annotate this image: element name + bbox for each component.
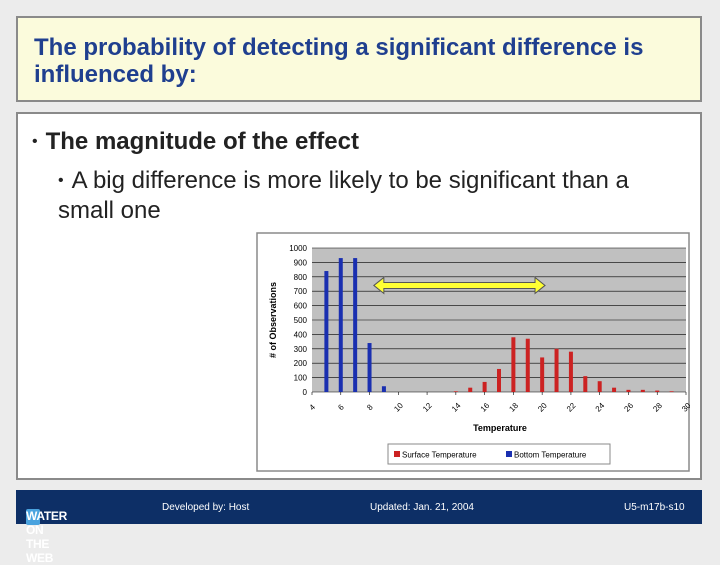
y-tick-label: 0 bbox=[303, 388, 308, 397]
x-axis-label: Temperature bbox=[473, 423, 527, 433]
bullet-marker: • bbox=[58, 172, 64, 189]
bar bbox=[482, 381, 487, 392]
bullet-level-1: • The magnitude of the effect bbox=[32, 128, 359, 156]
x-tick-label: 4 bbox=[308, 402, 318, 412]
bar bbox=[597, 381, 602, 392]
legend-swatch bbox=[394, 451, 400, 457]
bar bbox=[511, 337, 516, 392]
bar bbox=[655, 390, 660, 392]
legend-label: Surface Temperature bbox=[402, 451, 477, 460]
bullet-1-text: The magnitude of the effect bbox=[45, 128, 359, 155]
x-tick-label: 6 bbox=[336, 402, 346, 412]
y-axis-label: # of Observations bbox=[268, 282, 278, 358]
logo-text: WATER ON THE WEB bbox=[26, 509, 67, 565]
bar bbox=[612, 387, 617, 392]
y-tick-label: 600 bbox=[294, 302, 308, 311]
y-tick-label: 500 bbox=[294, 316, 308, 325]
bullet-marker: • bbox=[32, 133, 38, 150]
y-tick-label: 700 bbox=[294, 287, 308, 296]
legend-box bbox=[387, 443, 611, 465]
developed-by-text: Developed by: Host bbox=[162, 502, 250, 513]
bar bbox=[554, 348, 559, 392]
y-tick-label: 100 bbox=[294, 374, 308, 383]
legend-label: Bottom Temperature bbox=[514, 451, 587, 460]
bar bbox=[583, 376, 588, 392]
bar bbox=[669, 391, 674, 392]
bar bbox=[626, 389, 631, 392]
bar bbox=[324, 271, 329, 392]
x-tick-label: 8 bbox=[365, 402, 375, 412]
bar bbox=[497, 368, 501, 392]
updated-text: Updated: Jan. 21, 2004 bbox=[370, 502, 474, 513]
bar bbox=[453, 391, 458, 392]
footer-bar: WATER ON THE WEB Developed by: Host Upda… bbox=[16, 490, 702, 565]
bar bbox=[568, 351, 573, 392]
y-tick-label: 400 bbox=[294, 330, 308, 339]
y-tick-label: 200 bbox=[294, 359, 308, 368]
bar bbox=[381, 386, 386, 392]
content-box: • The magnitude of the effect • A big diff… bbox=[16, 112, 702, 480]
y-tick-label: 900 bbox=[294, 258, 308, 267]
y-tick-label: 300 bbox=[294, 345, 308, 354]
bar bbox=[367, 343, 372, 392]
slide-title: The probability of detecting a significa… bbox=[34, 34, 644, 88]
bar bbox=[640, 389, 645, 392]
y-tick-label: 800 bbox=[294, 273, 308, 282]
double-arrow-annotation bbox=[373, 276, 546, 295]
bar bbox=[338, 258, 343, 392]
title-box: The probability of detecting a significa… bbox=[16, 16, 702, 102]
legend-swatch bbox=[506, 451, 512, 457]
logo-icon bbox=[26, 509, 40, 525]
y-tick-label: 1000 bbox=[289, 244, 307, 253]
chart-container: 1000 900 800 700 600 500 400 300 200 100 0 4 6 8 10 12 1… bbox=[256, 232, 693, 472]
bullet-2-text: A big difference is more likely to be si… bbox=[58, 167, 629, 224]
bar bbox=[468, 387, 473, 392]
bar bbox=[540, 357, 545, 392]
slide-code-text: U5-m17b-s10 bbox=[624, 502, 685, 513]
bar bbox=[353, 258, 358, 392]
bullet-level-2: • A big difference is more likely to be s… bbox=[58, 166, 678, 226]
bar bbox=[525, 338, 530, 392]
